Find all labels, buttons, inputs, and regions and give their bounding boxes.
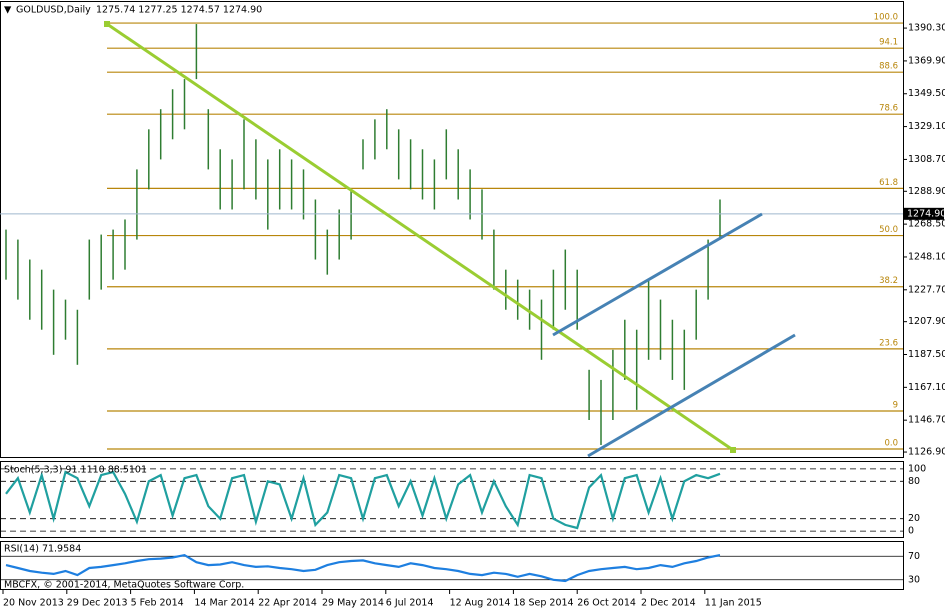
stoch-title: Stoch(5,3,3) 91.1110 88.5101 xyxy=(4,465,147,476)
y-tick-label: 1126.90 xyxy=(908,447,945,458)
dropdown-icon[interactable]: ▼ xyxy=(4,5,12,16)
x-tick-label: 29 Dec 2013 xyxy=(67,598,128,609)
y-tick-label: 1146.70 xyxy=(908,415,945,426)
indicator-line xyxy=(5,470,721,530)
x-tick-label: 6 Jul 2014 xyxy=(386,598,434,609)
y-tick-label: 1369.90 xyxy=(908,55,945,66)
ohlc-label: 1275.74 1277.25 1274.57 1274.90 xyxy=(96,5,262,16)
fib-label: 78.6 xyxy=(879,104,898,114)
trend-handle xyxy=(730,447,736,453)
trend-line xyxy=(106,22,734,452)
y-tick-label: 1227.70 xyxy=(908,284,945,295)
y-tick-label: 1187.50 xyxy=(908,349,945,360)
x-tick-label: 11 Jan 2015 xyxy=(705,598,762,609)
x-tick-label: 20 Nov 2013 xyxy=(3,598,64,609)
fib-label: 38.2 xyxy=(879,276,898,286)
rsi-title: RSI(14) 71.9584 xyxy=(4,544,81,555)
y-tick-label: 1248.10 xyxy=(908,251,945,262)
fib-label: 23.6 xyxy=(879,338,898,348)
y-tick-label: 1167.10 xyxy=(908,382,945,393)
main-panel xyxy=(0,1,904,458)
y-tick-label: 100 xyxy=(908,463,926,474)
channel-line xyxy=(552,212,763,337)
y-tick-label: 80 xyxy=(908,476,920,487)
y-tick-label: 0 xyxy=(908,526,914,537)
fib-label: 94.1 xyxy=(879,38,898,48)
last-price-box xyxy=(904,207,944,220)
rsi-panel xyxy=(0,541,904,590)
x-tick-label: 18 Sep 2014 xyxy=(513,598,573,609)
x-tick-label: 12 Aug 2014 xyxy=(450,598,511,609)
fib-label: 50.0 xyxy=(879,225,898,235)
y-tick-label: 1349.50 xyxy=(908,88,945,99)
y-tick-label: 30 xyxy=(908,574,920,585)
fib-label: 88.6 xyxy=(879,62,898,72)
channel-line xyxy=(587,333,796,458)
x-tick-label: 5 Feb 2014 xyxy=(131,598,184,609)
y-tick-label: 1390.30 xyxy=(908,23,945,34)
y-tick-label: 1207.90 xyxy=(908,316,945,327)
fib-label: 0.0 xyxy=(884,438,898,448)
y-tick-label: 1268.50 xyxy=(908,219,945,230)
copyright: MBCFX, © 2001-2014, MetaQuotes Software … xyxy=(4,580,244,591)
y-tick-label: 20 xyxy=(908,513,920,524)
x-tick-label: 26 Oct 2014 xyxy=(577,598,636,609)
y-tick-label: 1329.10 xyxy=(908,121,945,132)
y-tick-label: 70 xyxy=(908,551,920,562)
trend-handle xyxy=(104,21,110,27)
last-price-label: 1274.90 xyxy=(907,208,945,219)
x-tick-label: 2 Dec 2014 xyxy=(641,598,696,609)
y-tick-label: 1308.70 xyxy=(908,154,945,165)
x-tick-label: 29 May 2014 xyxy=(322,598,384,609)
fib-label: 61.8 xyxy=(879,178,898,188)
x-tick-label: 22 Apr 2014 xyxy=(258,598,317,609)
indicator-line xyxy=(5,553,721,583)
y-tick-label: 1288.90 xyxy=(908,186,945,197)
fib-label: 100.0 xyxy=(874,13,898,23)
fib-label: 9 xyxy=(893,400,898,410)
symbol-title: GOLDUSD,Daily xyxy=(16,5,91,16)
x-tick-label: 14 Mar 2014 xyxy=(194,598,254,609)
